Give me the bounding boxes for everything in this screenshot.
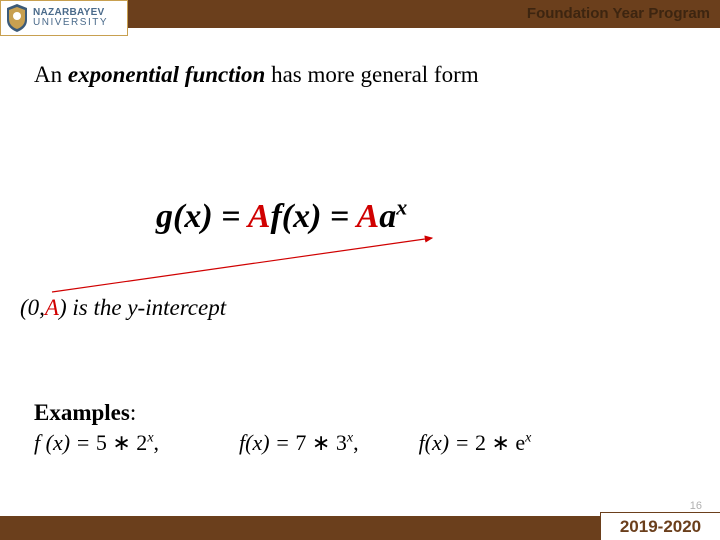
intro-suffix: has more general form xyxy=(265,62,478,87)
page-number: 16 xyxy=(690,500,702,512)
academic-year: 2019-2020 xyxy=(620,517,701,537)
ex3-coef: 2 ∗ e xyxy=(475,430,525,455)
main-formula: g(x) = Af(x) = Aax xyxy=(156,198,407,236)
ann-A: A xyxy=(45,295,59,320)
ex2-lhs: f(x) = xyxy=(239,430,295,455)
intro-prefix: An xyxy=(34,62,68,87)
intro-term: exponential function xyxy=(68,62,265,87)
ex2-coef: 7 ∗ 3 xyxy=(295,430,346,455)
formula-f: f xyxy=(270,198,281,235)
formula-exp: x xyxy=(396,195,407,220)
ann-rest: is the y-intercept xyxy=(67,295,226,320)
program-title: Foundation Year Program xyxy=(527,0,710,28)
formula-a: a xyxy=(379,198,396,235)
intro-sentence: An exponential function has more general… xyxy=(34,62,479,88)
ex1-sep: , xyxy=(154,430,160,455)
formula-x2: (x) = xyxy=(282,198,357,235)
ex3-exp: x xyxy=(525,431,531,446)
ann-close: ) xyxy=(59,295,67,320)
y-intercept-annotation: (0,A) is the y-intercept xyxy=(20,295,226,321)
logo-text: NAZARBAYEV UNIVERSITY xyxy=(33,8,108,28)
ex1-lhs: f (x) = xyxy=(34,430,96,455)
formula-g: g xyxy=(156,198,173,235)
formula-x1: (x) = xyxy=(173,198,248,235)
examples-word: Examples xyxy=(34,400,130,425)
examples-colon: : xyxy=(130,400,136,425)
academic-year-box: 2019-2020 xyxy=(600,512,720,540)
pointer-arrow xyxy=(40,232,450,302)
formula-A1: A xyxy=(248,198,271,235)
examples-row: f (x) = 5 ∗ 2x,f(x) = 7 ∗ 3x,f(x) = 2 ∗ … xyxy=(34,430,531,456)
ex1-coef: 5 ∗ 2 xyxy=(96,430,147,455)
ex2-sep: , xyxy=(353,430,359,455)
logo-line-2: UNIVERSITY xyxy=(33,18,108,28)
examples-heading: Examples: xyxy=(34,400,136,426)
ann-open: (0, xyxy=(20,295,45,320)
logo-shield-icon xyxy=(5,4,29,32)
formula-A2: A xyxy=(357,198,380,235)
ex3-lhs: f(x) = xyxy=(419,430,475,455)
university-logo: NAZARBAYEV UNIVERSITY xyxy=(0,0,128,36)
